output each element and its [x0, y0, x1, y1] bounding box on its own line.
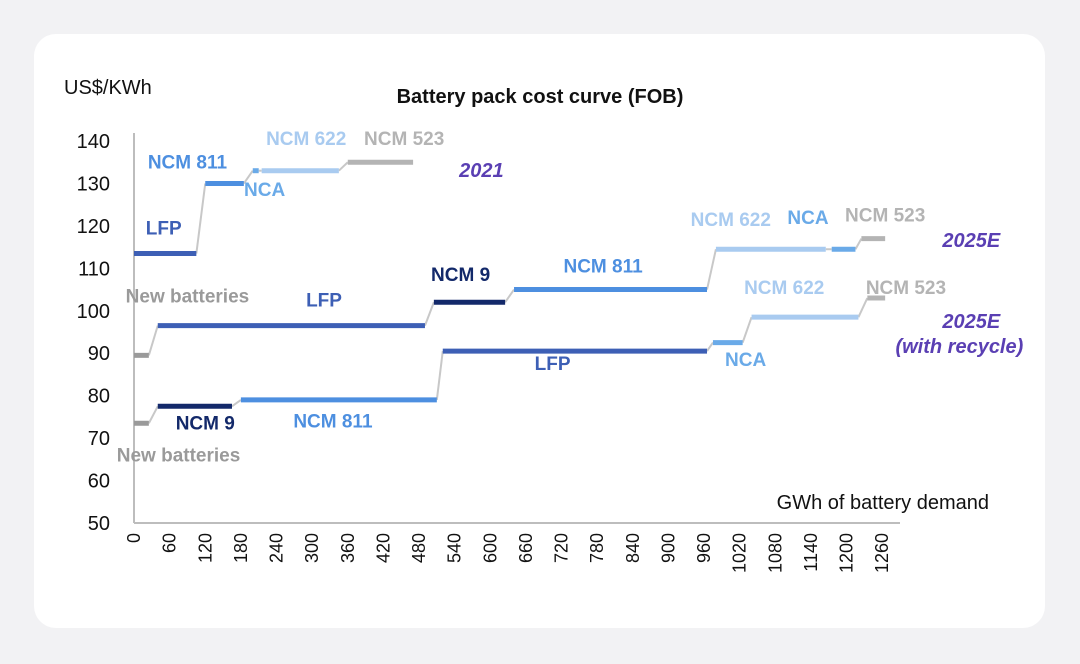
series-label: (with recycle): [895, 336, 1023, 358]
segment-label: LFP: [146, 218, 182, 239]
step-connector: [706, 342, 714, 352]
x-tick-label: 960: [694, 533, 714, 563]
series-label: 2021: [458, 160, 504, 182]
chart: Battery pack cost curve (FOB) US$/KWh GW…: [64, 77, 1024, 573]
series-label: 2025E: [941, 311, 1000, 333]
segment-label: LFP: [535, 354, 571, 375]
step-connector: [706, 249, 717, 290]
segment-label: NCM 523: [866, 278, 946, 299]
x-tick-label: 540: [445, 533, 465, 563]
y-tick-label: 130: [77, 173, 110, 195]
x-tick-label: 360: [338, 533, 358, 563]
watermark-logo: 汽车之家: [938, 589, 1031, 614]
step-connector: [231, 399, 242, 408]
y-tick-label: 50: [88, 513, 110, 535]
step-connector: [504, 288, 515, 303]
y-tick-label: 80: [88, 386, 110, 408]
segment-label: NCM 622: [691, 210, 771, 231]
x-tick-label: 1080: [765, 533, 785, 573]
step-connector: [243, 170, 254, 185]
y-tick-label: 70: [88, 428, 110, 450]
segment-label: NCM 523: [364, 129, 444, 150]
x-tick-label: 60: [160, 533, 180, 553]
x-tick-label: 720: [552, 533, 572, 563]
axes: 50 60 70 80 90 100 110 120 130 140 0 60 120 180 240 300…: [77, 131, 900, 573]
x-tick-label: 840: [623, 533, 643, 563]
segment-label: NCM 811: [148, 153, 228, 174]
step-connector: [741, 316, 753, 343]
x-tick-label: 1200: [837, 533, 857, 573]
y-tick-label: 60: [88, 471, 110, 493]
step-connector: [147, 405, 159, 424]
step-connector: [195, 183, 207, 254]
x-tick-label: 780: [587, 533, 607, 563]
x-tick-label: 1020: [730, 533, 750, 573]
x-tick-label: 180: [231, 533, 251, 563]
x-tick-label: 660: [516, 533, 536, 563]
x-tick-label: 600: [480, 533, 500, 563]
segment-label: New batteries: [126, 286, 250, 307]
y-tick-label: 90: [88, 343, 110, 365]
chart-card: Battery pack cost curve (FOB) US$/KWh GW…: [34, 34, 1045, 628]
segment-label: NCM 811: [563, 257, 643, 278]
x-tick-label: 1140: [801, 533, 821, 572]
x-axis-label: GWh of battery demand: [777, 492, 989, 514]
series-label: 2025E: [941, 230, 1000, 252]
y-tick-label: 100: [77, 301, 110, 323]
y-tick-label: 140: [77, 131, 110, 153]
segment-label: LFP: [306, 291, 342, 312]
x-tick-label: 1260: [872, 533, 892, 573]
chart-title: Battery pack cost curve (FOB): [397, 86, 684, 108]
step-connector: [857, 297, 869, 318]
y-tick-label: 120: [77, 216, 110, 238]
segment-label: NCM 523: [845, 206, 925, 227]
segment-label: NCA: [787, 208, 828, 229]
x-tick-label: 420: [373, 533, 393, 563]
segment-label: NCA: [244, 180, 285, 201]
segments: [134, 159, 886, 426]
y-tick-label: 110: [78, 258, 110, 280]
step-connector: [424, 301, 435, 326]
segment-label: NCM 622: [744, 278, 824, 299]
step-connector: [435, 350, 444, 401]
segment-label: NCM 9: [176, 414, 235, 435]
step-connector: [147, 325, 159, 356]
x-tick-label: 300: [302, 533, 322, 563]
segment-label: NCM 622: [266, 129, 346, 150]
segment-label: New batteries: [117, 445, 241, 466]
segment-label: NCM 811: [293, 412, 373, 433]
x-tick-label: 900: [658, 533, 678, 563]
segment-label: NCM 9: [431, 265, 490, 286]
x-tick-label: 120: [195, 533, 215, 563]
segment-label: NCA: [725, 350, 766, 371]
y-axis-label: US$/KWh: [64, 77, 152, 99]
annotations: LFP NCM 811 NCA NCM 622 NCM 523 New batteries…: [117, 129, 1024, 466]
x-tick-label: 240: [267, 533, 287, 563]
x-tick-label: 0: [124, 533, 144, 543]
step-connector: [338, 161, 349, 172]
step-connector: [854, 238, 863, 250]
x-tick-label: 480: [409, 533, 429, 563]
